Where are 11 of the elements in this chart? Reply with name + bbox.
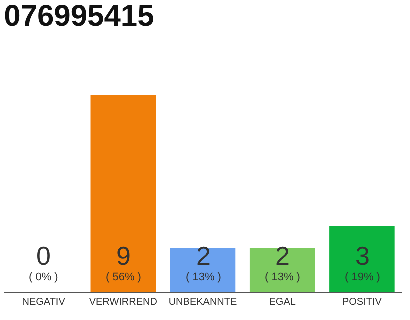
data-label: 3 ( 19% ) <box>345 241 380 284</box>
data-label: 9 ( 56% ) <box>106 241 142 284</box>
x-tick-label: NEGATIV <box>22 297 66 308</box>
x-tick-label: VERWIRREND <box>89 297 158 308</box>
chart-title: 076995415 <box>4 0 154 33</box>
data-label: 2 ( 13% ) <box>186 241 222 284</box>
x-tick-label: EGAL <box>269 297 296 308</box>
x-tick-label: POSITIV <box>342 297 382 308</box>
data-label: 2 ( 13% ) <box>265 241 300 284</box>
data-label: 0 ( 0% ) <box>29 241 58 284</box>
x-tick-label: UNBEKANNTE <box>168 297 238 308</box>
